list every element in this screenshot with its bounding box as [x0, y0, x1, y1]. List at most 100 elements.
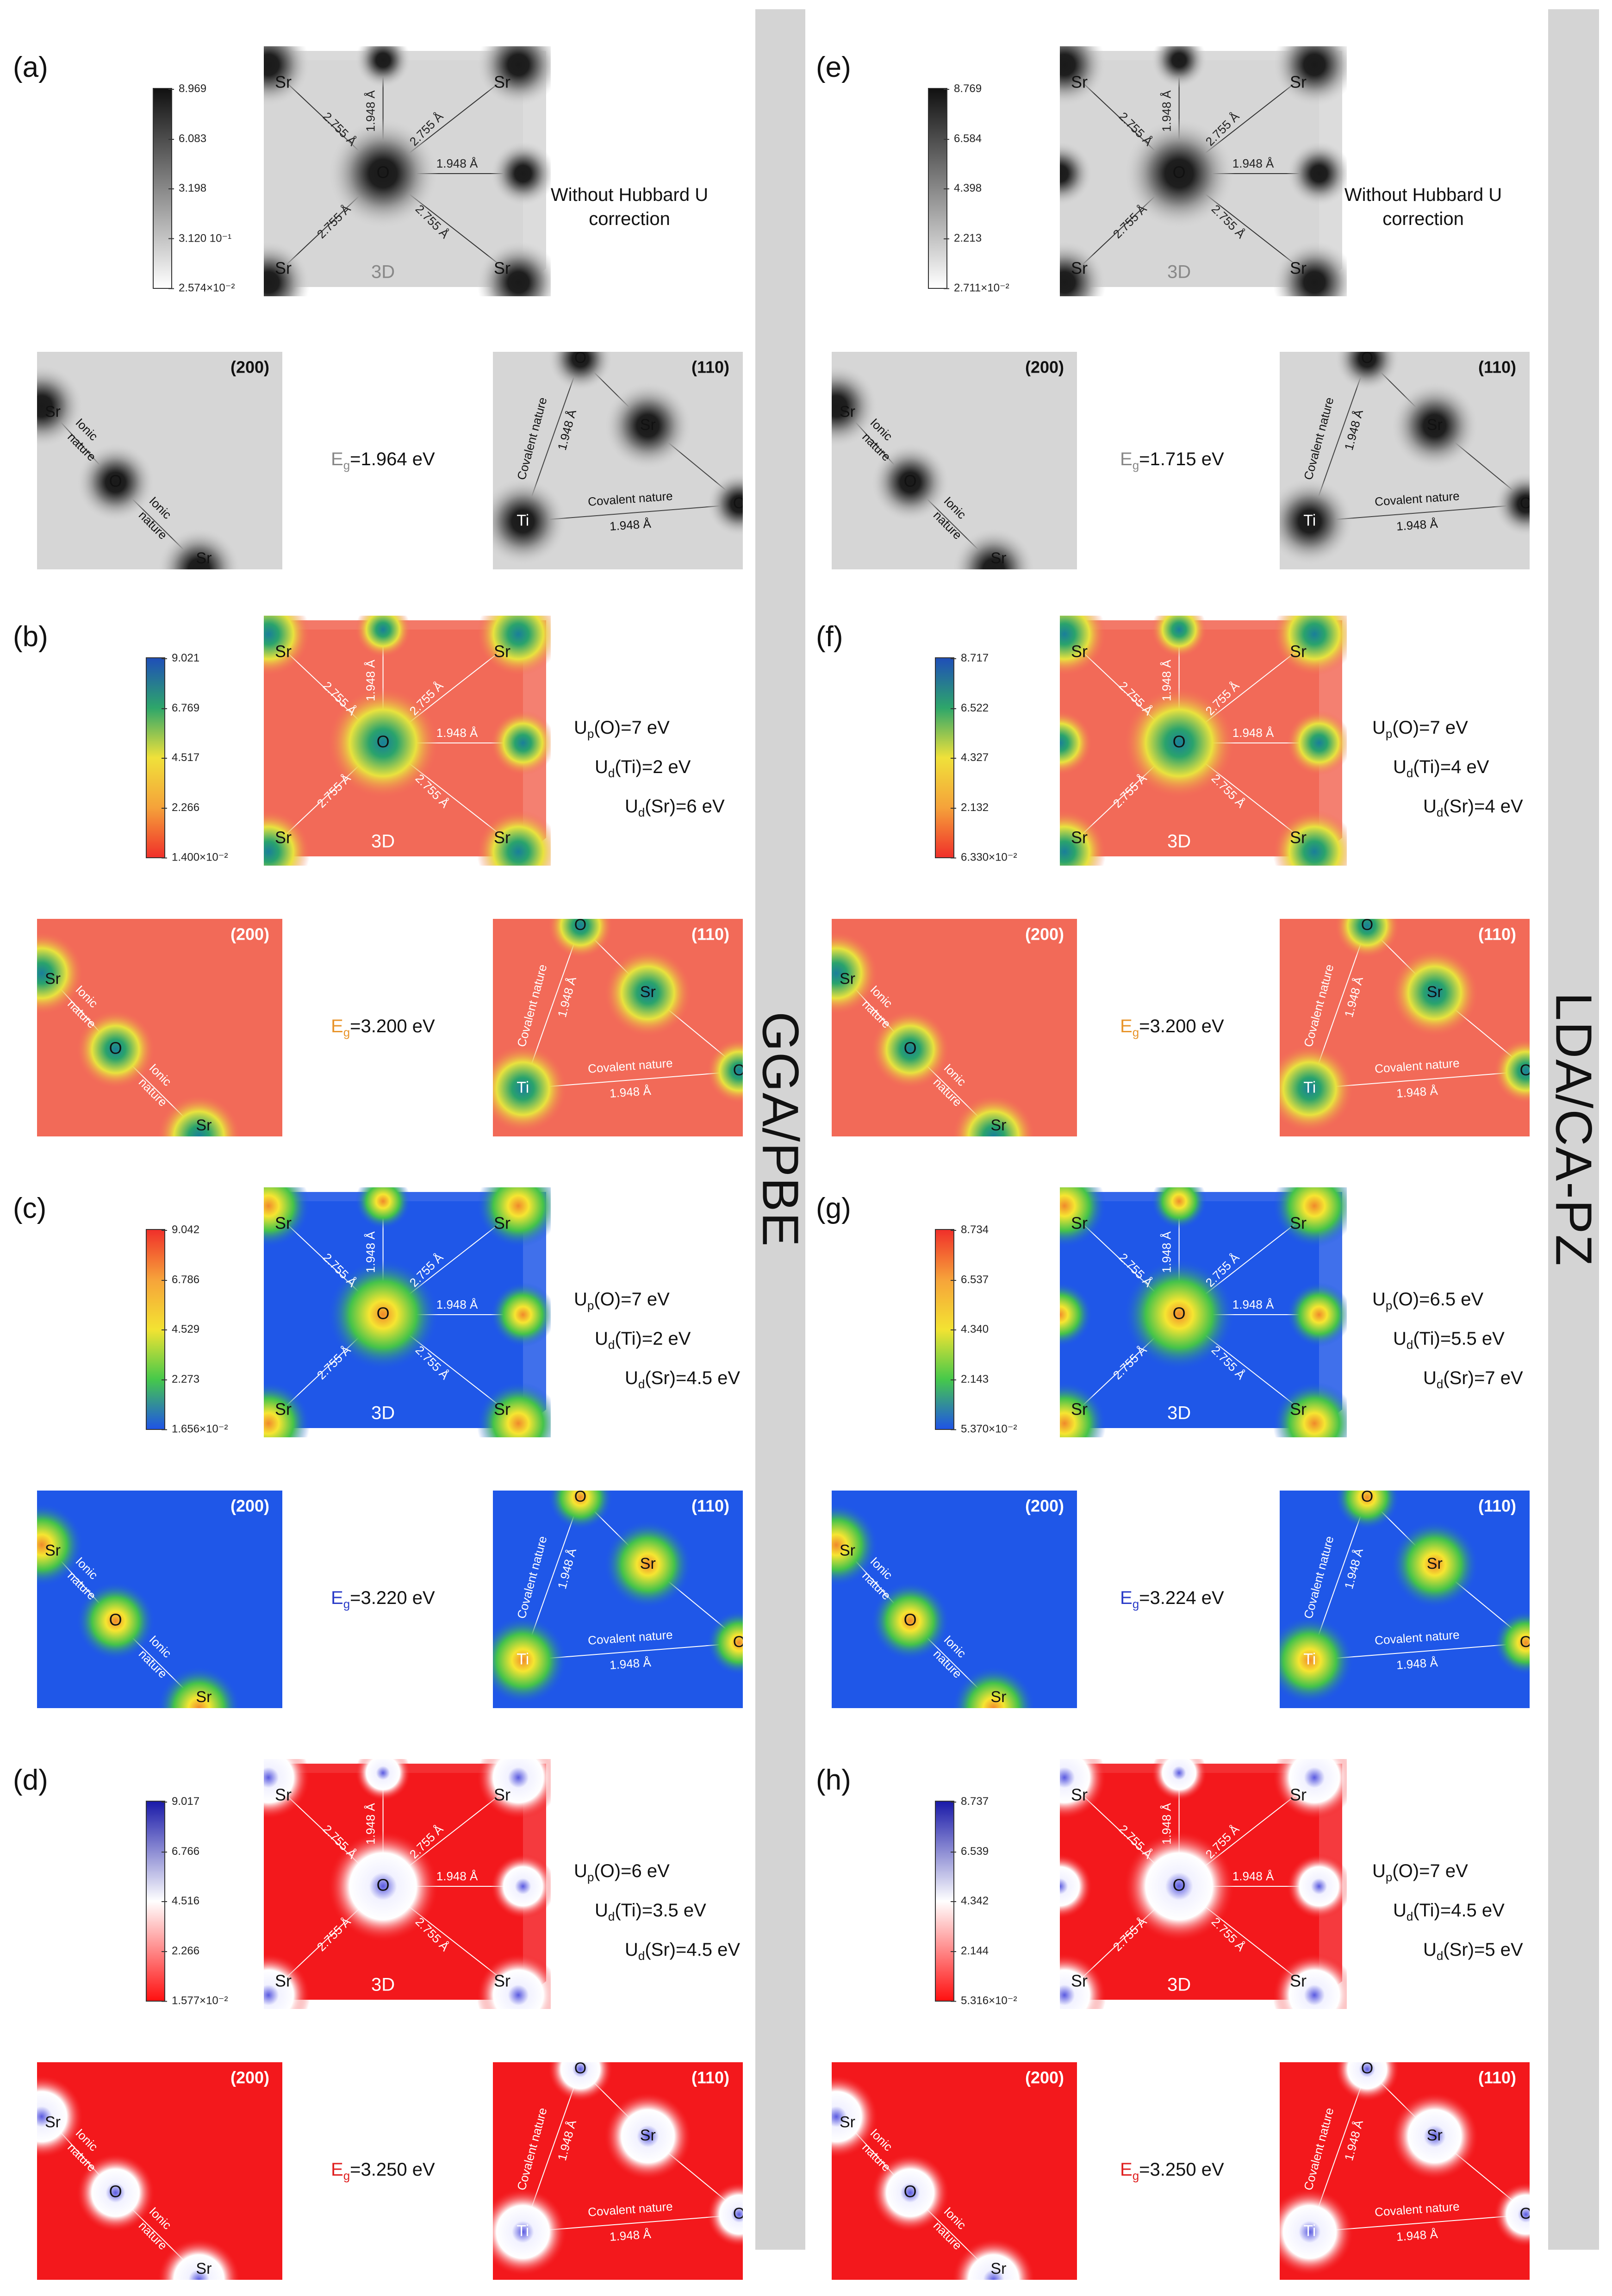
- ti-atom: Ti: [517, 1079, 529, 1097]
- colorbar-tick: 2.143: [950, 1373, 989, 1385]
- colorbar: 8.717 6.522 4.327 2.132 6.330×10⁻²: [935, 652, 1017, 864]
- hubbard-u-o: Up(O)=7 eV: [1372, 718, 1468, 741]
- o-atom: O: [733, 1061, 743, 1079]
- bond-length-label: 1.948 Å: [609, 517, 652, 533]
- sr-atom-density: [604, 1520, 692, 1609]
- colorbar-tick: 8.969: [168, 82, 207, 95]
- colorbar-tick: 8.717: [950, 652, 989, 664]
- cube-3d: O Sr Sr Sr Sr 2.755 Å 2.755 Å 2.755 Å 2.755 Å 1.9…: [227, 23, 560, 324]
- sr-label: Sr: [275, 642, 292, 661]
- sr-atom-density: [1390, 381, 1479, 470]
- label-3d: 3D: [371, 831, 395, 852]
- ti-atom-density: [479, 2188, 567, 2276]
- plane-label: (200): [1025, 358, 1064, 377]
- bond-length-label: 1.948 Å: [1159, 1803, 1173, 1845]
- o-atom: O: [1520, 2205, 1530, 2222]
- panel-e: (e) 8.769 6.584 4.398 2.213 2.711×10⁻² O Sr Sr Sr…: [795, 23, 1562, 611]
- sr-label: Sr: [990, 549, 1006, 567]
- label-3d: 3D: [1167, 262, 1191, 282]
- o-atom-center: O: [377, 1304, 390, 1323]
- colorbar-tick: 4.398: [943, 182, 982, 194]
- ti-atom-density: [479, 477, 567, 566]
- sr-label: Sr: [275, 1214, 292, 1233]
- colorbar-tick: 2.574×10⁻²: [168, 281, 235, 294]
- colorbar-tick: 6.584: [943, 132, 982, 145]
- colorbar: 9.021 6.769 4.517 2.266 1.400×10⁻²: [146, 652, 228, 864]
- ti-atom: Ti: [1303, 512, 1316, 530]
- plane-label: (200): [230, 1497, 269, 1516]
- hubbard-u-ti: Ud(Ti)=2 eV: [595, 757, 691, 780]
- panel-label: (f): [816, 621, 843, 653]
- hubbard-u-o: Up(O)=6.5 eV: [1372, 1289, 1484, 1312]
- colorbar-tick: 9.017: [161, 1795, 200, 1808]
- o-atom: O: [733, 494, 743, 512]
- colorbar-tick: 2.273: [161, 1373, 200, 1385]
- o-atom: O: [1520, 1061, 1530, 1079]
- o-atom-density: [871, 1010, 950, 1089]
- o-atom-side-density: [491, 711, 555, 775]
- colorbar: 8.769 6.584 4.398 2.213 2.711×10⁻²: [928, 82, 1009, 294]
- map-200: (200) O Sr Sr Ionic nature Ionic nature: [0, 2062, 282, 2296]
- sr-atom: Sr: [640, 2127, 656, 2144]
- o-atom-top-density: [355, 1173, 411, 1229]
- sr-label: Sr: [990, 2260, 1006, 2277]
- band-gap: Eg=3.224 eV: [1120, 1588, 1224, 1611]
- panel-b: (b) 9.021 6.769 4.517 2.266 1.400×10⁻² O Sr Sr Sr…: [0, 593, 772, 1178]
- sr-label: Sr: [275, 828, 292, 847]
- no-hubbard-note: Without Hubbard U correction: [500, 183, 759, 231]
- no-hubbard-line: correction: [1382, 209, 1464, 229]
- ti-atom-density: [1265, 2188, 1354, 2276]
- bond-length-label: 1.948 Å: [363, 1803, 377, 1845]
- sr-label: Sr: [275, 1785, 292, 1804]
- map-200: (200) O Sr Sr Ionic nature Ionic nature: [795, 1491, 1077, 1750]
- colorbar-tick: 1.400×10⁻²: [161, 851, 228, 864]
- cube-3d: O Sr Sr Sr Sr 2.755 Å 2.755 Å 2.755 Å 2.755 Å 1.9…: [1023, 1164, 1356, 1465]
- o-atom-center-density: [327, 118, 439, 229]
- sr-label: Sr: [1071, 73, 1088, 92]
- o-atom: O: [1520, 494, 1530, 512]
- colorbar-tick: 4.529: [161, 1323, 200, 1335]
- sr-atom: Sr: [1427, 2127, 1443, 2144]
- o-atom-center: O: [377, 732, 390, 751]
- o-atom-center: O: [1173, 732, 1186, 751]
- cube-3d: O Sr Sr Sr Sr 2.755 Å 2.755 Å 2.755 Å 2.755 Å 1.9…: [227, 593, 560, 893]
- ti-atom: Ti: [1303, 1651, 1316, 1668]
- o-atom: O: [574, 919, 586, 934]
- bond-length-label: 1.948 Å: [436, 726, 478, 740]
- o-atom: O: [1361, 1491, 1373, 1505]
- o-atom-top-density: [355, 32, 411, 88]
- o-atom: O: [1361, 919, 1373, 934]
- o-atom-top-density: [355, 1745, 411, 1801]
- sr-label: Sr: [1071, 1785, 1088, 1804]
- colorbar-tick: 3.198: [168, 182, 207, 194]
- o-atom-density: [76, 1582, 155, 1660]
- o-atom-center-density: [1123, 1259, 1235, 1370]
- o-atom: O: [1361, 352, 1373, 367]
- plane-label: (110): [691, 925, 729, 944]
- map-200: (200) O Sr Sr Ionic nature Ionic nature: [795, 2062, 1077, 2296]
- colorbar-tick: 3.120 10⁻¹: [168, 232, 232, 244]
- o-atom-center: O: [1173, 1304, 1186, 1323]
- o-atom-center-density: [1123, 687, 1235, 799]
- sr-atom: Sr: [640, 416, 656, 434]
- hubbard-u-o: Up(O)=7 eV: [1372, 1861, 1468, 1884]
- o-atom: O: [904, 1039, 917, 1058]
- colorbar: 8.737 6.539 4.342 2.144 5.316×10⁻²: [935, 1795, 1017, 2007]
- ti-atom: Ti: [1303, 1079, 1316, 1097]
- o-atom-center-density: [1123, 1831, 1235, 1942]
- o-atom-density: [871, 1582, 950, 1660]
- sr-label: Sr: [840, 970, 855, 988]
- sr-label: Sr: [1071, 259, 1088, 278]
- o-atom-center-density: [327, 687, 439, 799]
- ti-atom: Ti: [517, 1651, 529, 1668]
- panel-d: (d) 9.017 6.766 4.516 2.266 1.577×10⁻² O Sr Sr Sr…: [0, 1736, 772, 2296]
- colorbar-tick: 5.370×10⁻²: [950, 1423, 1017, 1435]
- bond-length-label: 1.948 Å: [1232, 726, 1274, 740]
- o-atom-top-density: [355, 602, 411, 657]
- map-200: (200) O Sr Sr Ionic nature Ionic nature: [0, 919, 282, 1178]
- colorbar-tick: 8.737: [950, 1795, 989, 1808]
- bond-length-label: 1.948 Å: [1396, 2227, 1438, 2244]
- colorbar-tick: 6.786: [161, 1273, 200, 1286]
- sr-atom: Sr: [640, 983, 656, 1001]
- hubbard-u-sr: Ud(Sr)=6 eV: [625, 796, 725, 819]
